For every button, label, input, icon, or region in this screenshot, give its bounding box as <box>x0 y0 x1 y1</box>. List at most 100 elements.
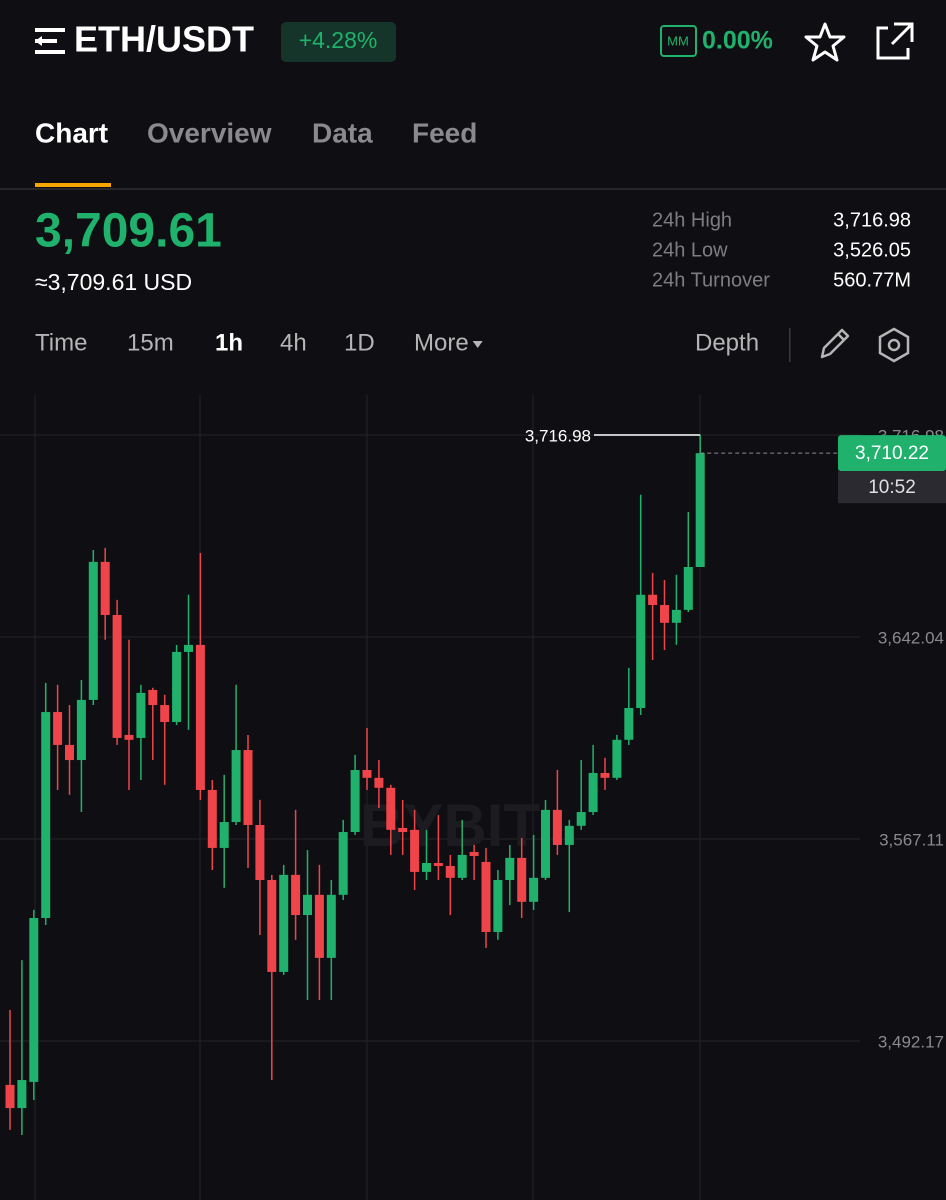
stat-label: 24h Turnover <box>652 269 770 291</box>
tab-divider <box>0 188 946 190</box>
active-tab-underline <box>35 183 111 187</box>
interval-button[interactable]: Time <box>35 329 87 356</box>
menu-bar <box>35 28 65 32</box>
interval-button[interactable]: More <box>414 329 469 356</box>
candle-body <box>552 809 562 845</box>
candle-body <box>148 689 158 706</box>
candle-body <box>219 822 229 848</box>
candle-body <box>386 787 396 830</box>
candle-body <box>636 594 646 708</box>
stat-value: 3,716.98 <box>833 209 911 231</box>
candle-body <box>76 699 86 761</box>
stat-label: 24h Low <box>652 239 728 261</box>
high-marker-label: 3,716.98 <box>525 426 591 445</box>
menu-bar <box>35 39 57 43</box>
candle-body <box>195 644 205 790</box>
stat-value: 3,526.05 <box>833 239 911 261</box>
candle-body <box>564 825 574 845</box>
countdown-tag <box>838 471 946 504</box>
candle-body <box>29 918 39 1082</box>
stat-value: 560.77M <box>833 269 911 291</box>
mm-badge-text: MM <box>667 33 689 48</box>
tab-bar: Chart Overview Data Feed <box>35 117 477 148</box>
draw-icon[interactable] <box>820 328 850 359</box>
share-icon[interactable] <box>876 22 914 60</box>
candle-body <box>588 772 598 813</box>
interval-button[interactable]: 1D <box>344 329 375 356</box>
countdown-label: 10:52 <box>868 477 916 498</box>
candle-body <box>291 874 301 916</box>
share-arrow <box>890 22 914 46</box>
candle-body <box>469 851 479 857</box>
candle-body <box>410 829 420 872</box>
menu-icon[interactable] <box>35 28 65 54</box>
candle-body <box>338 832 348 895</box>
toolbar-divider <box>789 328 791 362</box>
depth-button[interactable]: Depth <box>695 329 759 356</box>
candle-body <box>600 772 610 778</box>
candle-body <box>17 1080 27 1109</box>
candle-body <box>445 865 455 878</box>
candle-body <box>648 594 658 606</box>
last-price: 3,709.61 <box>35 205 222 258</box>
candle-body <box>612 739 622 778</box>
candle-body <box>374 777 384 788</box>
candle-body <box>576 812 586 826</box>
y-tick-label: 3,492.17 <box>878 1033 944 1052</box>
settings-hexagon <box>878 327 910 363</box>
candle-body <box>267 879 277 972</box>
change-badge <box>281 22 396 62</box>
pair-title[interactable]: ETH/USDT <box>74 19 254 60</box>
menu-arrow <box>35 36 42 46</box>
candle-body <box>457 854 467 878</box>
candle-body <box>303 894 312 916</box>
settings-center <box>887 338 901 352</box>
candle-body <box>172 651 182 723</box>
candle-body <box>422 863 431 872</box>
stats: 24h High 3,716.98 24h Low 3,526.05 24h Turno… <box>652 209 911 291</box>
share-box <box>876 26 910 60</box>
candle-body <box>5 1084 15 1109</box>
interval-button[interactable]: 4h <box>280 329 307 356</box>
candle-body <box>481 861 491 933</box>
tab[interactable]: Data <box>312 117 373 148</box>
y-tick-label: 3,567.11 <box>879 830 944 849</box>
candle-body <box>326 894 336 958</box>
mm-badge <box>660 25 697 57</box>
y-tick-label: 3,642.04 <box>878 628 944 647</box>
mm-value: 0.00% <box>702 27 773 55</box>
settings-icon[interactable] <box>878 327 910 363</box>
candle-body <box>505 857 515 880</box>
tab[interactable]: Overview <box>147 117 272 148</box>
candle-body <box>671 609 681 623</box>
interval-button[interactable]: 1h <box>215 329 243 356</box>
candle-body <box>362 770 372 778</box>
candle-body <box>660 605 669 623</box>
stat-label: 24h High <box>652 209 732 231</box>
candle-body <box>100 561 110 615</box>
tab[interactable]: Feed <box>412 117 477 148</box>
candle-body <box>314 894 324 958</box>
candle-body <box>124 734 134 740</box>
dropdown-arrow <box>472 341 483 348</box>
interval-button[interactable]: 15m <box>127 329 174 356</box>
current-price-tag <box>838 435 946 472</box>
candle-body <box>433 863 443 866</box>
candle-body <box>207 789 217 848</box>
menu-bar <box>35 50 65 54</box>
candle-body <box>136 692 146 738</box>
candle-body <box>279 874 289 972</box>
candle-body <box>88 561 98 700</box>
candlestick-chart: 3,492.173,567.113,642.043,716.98BYBIT3,7… <box>0 395 946 1200</box>
candle-body <box>350 770 360 833</box>
candle-body <box>255 824 265 880</box>
favorite-icon[interactable] <box>804 22 846 62</box>
tab[interactable]: Chart <box>35 117 108 148</box>
candle-body <box>529 877 539 902</box>
candle-body <box>53 712 63 745</box>
candle-body <box>624 707 634 740</box>
interval-bar: Time 15m 1h 4h 1D More <box>35 329 483 356</box>
current-price-label: 3,710.22 <box>855 443 929 464</box>
